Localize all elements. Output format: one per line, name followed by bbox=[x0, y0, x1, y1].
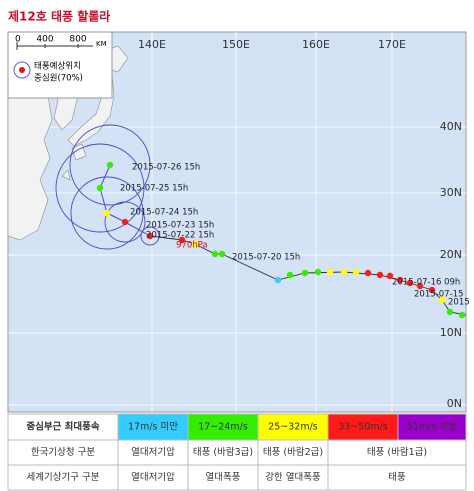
track-label: 2015-07-20 15h bbox=[232, 253, 300, 263]
table-header: 33~50m/s bbox=[338, 422, 388, 433]
scale-bar bbox=[16, 42, 93, 50]
table-header: 17m/s 미만 bbox=[128, 422, 178, 433]
scale-tick: 0 bbox=[15, 35, 21, 45]
track-point bbox=[446, 308, 454, 316]
track-point bbox=[340, 268, 348, 276]
track-point bbox=[146, 232, 154, 240]
track-label: 2015-07-25 15h bbox=[120, 184, 188, 194]
table-cell: 태풍 (바람2급) bbox=[263, 446, 323, 458]
lat-label: 40N bbox=[440, 120, 462, 133]
legend-symbol bbox=[19, 67, 25, 73]
table-rows: 한국기상청 구분 열대저기압 태풍 (바람3급) 태풍 (바람2급) 태풍 (바람1급)… bbox=[27, 446, 428, 483]
track-point bbox=[326, 268, 334, 276]
latitude-labels: 40N 30N 20N 10N 0N bbox=[440, 120, 462, 410]
track-point bbox=[211, 250, 219, 258]
track-point bbox=[416, 282, 424, 290]
track-points bbox=[96, 161, 466, 319]
table-cell: 열대폭풍 bbox=[206, 472, 241, 483]
track-point bbox=[314, 268, 322, 276]
track-point bbox=[386, 272, 394, 280]
lat-label: 0N bbox=[447, 397, 462, 410]
track-point bbox=[96, 184, 104, 192]
legend-circle bbox=[13, 61, 31, 79]
track-point bbox=[286, 271, 294, 279]
forecast-circles bbox=[55, 124, 160, 250]
track-label: 2015-07-24 15h bbox=[130, 208, 198, 218]
track-label: 2015 bbox=[448, 298, 470, 308]
table-cell: 세계기상기구 구분 bbox=[27, 471, 100, 483]
longitude-labels: 140E 150E 160E 170E bbox=[138, 38, 406, 51]
table-cell: 태풍 (바람3급) bbox=[193, 446, 253, 458]
scale-unit: KM bbox=[96, 40, 107, 48]
title: 제12호 태풍 할롤라 bbox=[8, 9, 110, 24]
table-header: 51m/s 이상 bbox=[407, 422, 457, 433]
legend-text: 중심원(70%) bbox=[34, 73, 83, 84]
track-label: 2015-07-26 15h bbox=[132, 163, 200, 173]
table-header: 25~32m/s bbox=[268, 422, 318, 433]
table-header: 중심부근 최대풍속 bbox=[26, 421, 99, 433]
lon-label: 140E bbox=[138, 38, 166, 51]
track-label: 2015-07-23 15h bbox=[146, 221, 214, 231]
table-cell: 열대저기압 bbox=[131, 471, 175, 483]
track-label: 2015-07-16 09h bbox=[392, 278, 460, 288]
track-point bbox=[428, 286, 436, 294]
track-point bbox=[274, 276, 282, 284]
track-point bbox=[103, 209, 111, 217]
track-label: 2015-07-22 15h bbox=[146, 231, 214, 241]
track-point bbox=[178, 236, 186, 244]
track-point bbox=[364, 269, 372, 277]
track-point bbox=[121, 218, 129, 226]
table-cell: 강한 열대폭풍 bbox=[265, 472, 321, 483]
scale-tick: 400 bbox=[36, 35, 53, 45]
track-point bbox=[438, 296, 446, 304]
lon-label: 170E bbox=[378, 38, 406, 51]
track-point bbox=[218, 250, 226, 258]
track-point bbox=[191, 240, 199, 248]
lon-label: 160E bbox=[302, 38, 330, 51]
track-point bbox=[352, 268, 360, 276]
table-cell: 태풍 bbox=[388, 472, 406, 483]
track-point bbox=[376, 271, 384, 279]
scale-tick: 800 bbox=[69, 35, 86, 45]
track-point bbox=[106, 161, 114, 169]
lat-label: 10N bbox=[440, 326, 462, 339]
legend-box bbox=[7, 31, 113, 99]
track-point bbox=[396, 276, 404, 284]
table-cell: 한국기상청 구분 bbox=[31, 447, 95, 458]
track-point bbox=[301, 269, 309, 277]
legend-text: 태풍예상위치 bbox=[34, 61, 81, 72]
track-point bbox=[406, 279, 414, 287]
lon-label: 150E bbox=[222, 38, 250, 51]
pressure-label: 970hPa bbox=[176, 241, 208, 251]
track-label: 2015-07-15 bbox=[414, 290, 463, 300]
table-grid bbox=[7, 413, 467, 491]
table-cell: 태풍 (바람1급) bbox=[367, 446, 427, 458]
graticule bbox=[8, 32, 466, 412]
lat-label: 30N bbox=[440, 186, 462, 199]
track-point bbox=[458, 311, 466, 319]
table-header: 17~24m/s bbox=[198, 422, 248, 433]
lat-label: 20N bbox=[440, 248, 462, 261]
table-cell: 열대저기압 bbox=[131, 446, 175, 458]
